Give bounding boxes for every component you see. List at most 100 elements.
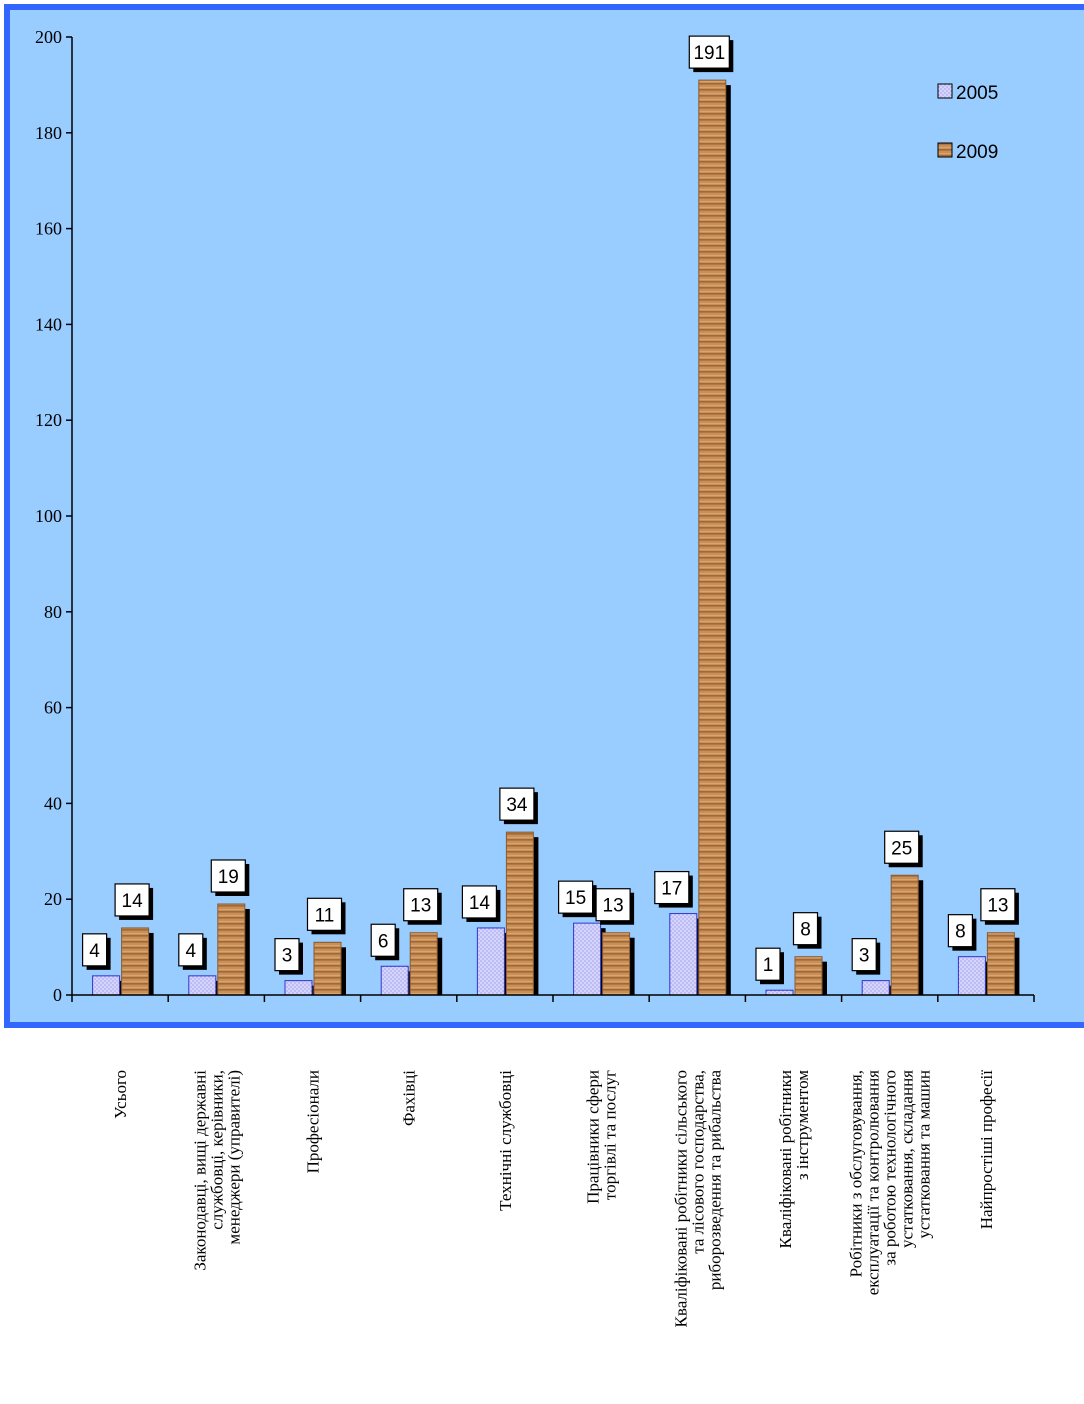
bar-2009-6: [698, 79, 727, 996]
y-tick-label: 140: [35, 314, 62, 334]
category-label-line: Робітники з обслуговування,: [847, 1070, 866, 1277]
data-label-2005-1: 4: [186, 941, 197, 962]
data-label-box: [557, 880, 594, 914]
plot-area: [10, 10, 1084, 1022]
category-label-line: устатковання та машин: [915, 1070, 934, 1239]
category-label-line: Законодавці, вищі державні: [190, 1070, 209, 1271]
legend: 2005 2009: [937, 83, 998, 163]
category-label-2: Професіонали: [304, 1070, 323, 1173]
data-label-box: [81, 933, 108, 967]
data-label-box: [370, 923, 396, 957]
category-label-line: Фахівці: [400, 1070, 419, 1126]
y-tick-label: 20: [44, 889, 62, 909]
category-label-9: Найпростіші професії: [977, 1070, 996, 1230]
data-label-2005-7: 1: [763, 955, 774, 976]
bar-2005-0: [92, 975, 121, 996]
data-label-box: [755, 947, 781, 981]
data-label-box: [688, 35, 730, 69]
data-label-box: [403, 888, 439, 922]
legend-label-2009: 2009: [956, 142, 998, 163]
bar-2005-9: [957, 956, 986, 996]
bar-2009-5: [602, 932, 631, 996]
data-label-box: [274, 938, 300, 972]
category-label-line: Технічні службовці: [496, 1070, 515, 1211]
data-label-box: [461, 885, 497, 919]
data-label-2005-5: 15: [565, 888, 586, 909]
data-label-box: [792, 912, 819, 946]
category-label-line: службовці, керівники,: [207, 1070, 226, 1230]
bar-2005-5: [573, 922, 602, 996]
data-label-2005-3: 6: [378, 931, 389, 952]
data-label-2009-5: 13: [603, 896, 624, 917]
y-tick-label: 200: [35, 27, 62, 47]
bar-2009-0: [121, 927, 150, 996]
category-label-line: Найпростіші професії: [977, 1070, 996, 1230]
data-label-2009-4: 34: [506, 795, 528, 816]
category-label-line: Усього: [111, 1070, 130, 1119]
category-label-line: експлуатації та контролювання: [864, 1070, 883, 1295]
y-tick-label: 0: [53, 985, 62, 1005]
data-label-2005-9: 8: [955, 922, 966, 943]
legend-label-2005: 2005: [956, 83, 998, 104]
data-label-box: [499, 787, 535, 821]
bar-2009-2: [313, 941, 342, 996]
bar-2009-4: [505, 831, 534, 996]
data-label-2009-9: 13: [987, 896, 1008, 917]
data-label-2009-1: 19: [218, 867, 239, 888]
bar-2005-6: [669, 913, 698, 996]
data-label-2005-6: 17: [661, 879, 682, 900]
data-label-box: [595, 888, 631, 922]
category-label-line: Кваліфіковані робітники: [776, 1070, 795, 1248]
y-tick-label: 180: [35, 123, 62, 143]
bar-2005-3: [380, 965, 409, 996]
category-label-8: Робітники з обслуговування,експлуатації …: [847, 1070, 934, 1295]
category-label-line: Працівники сфери: [584, 1070, 603, 1204]
data-label-box: [884, 830, 920, 864]
data-label-box: [114, 883, 150, 917]
data-label-2005-8: 3: [859, 946, 870, 967]
category-label-line: за роботою технологічного: [881, 1070, 900, 1266]
y-tick-label: 120: [35, 410, 62, 430]
category-label-line: та лісового господарства,: [688, 1070, 707, 1254]
legend-swatch-2009: [937, 142, 953, 158]
data-label-box: [178, 933, 204, 967]
data-label-2005-0: 4: [89, 941, 100, 962]
bar-2005-2: [284, 980, 313, 996]
data-label-2009-3: 13: [410, 896, 431, 917]
category-labels: Усього Законодавці, вищі державніслужбовц…: [111, 1070, 996, 1328]
data-label-2009-6: 191: [693, 43, 725, 64]
bars-layer: [92, 79, 1020, 996]
bar-2009-3: [409, 932, 438, 996]
data-label-2009-2: 11: [315, 905, 335, 926]
bar-2009-8: [890, 874, 919, 996]
data-label-2009-8: 25: [891, 838, 912, 859]
category-label-line: менеджери (управителі): [224, 1070, 243, 1245]
y-tick-label: 60: [44, 698, 62, 718]
bar-2005-1: [188, 975, 217, 996]
data-label-box: [654, 870, 690, 905]
category-label-line: Кваліфіковані робітники сільського: [671, 1070, 690, 1327]
data-label-2009-7: 8: [800, 920, 811, 941]
y-tick-label: 160: [35, 219, 62, 239]
category-label-line: устатковання, складання: [898, 1070, 917, 1248]
bar-2009-9: [986, 932, 1015, 996]
bar-2005-4: [476, 927, 505, 996]
data-label-box: [306, 897, 343, 931]
data-label-2005-4: 14: [469, 893, 491, 914]
data-label-box: [851, 938, 877, 972]
category-label-line: з інструментом: [793, 1070, 812, 1180]
category-label-line: Професіонали: [304, 1070, 323, 1173]
data-label-box: [980, 888, 1016, 922]
bar-2005-8: [861, 980, 890, 996]
y-tick-label: 100: [35, 506, 62, 526]
category-label-3: Фахівці: [400, 1070, 419, 1126]
y-tick-label: 40: [44, 793, 62, 813]
category-label-line: риборозведення та рибальства: [705, 1070, 724, 1291]
data-label-2005-2: 3: [282, 946, 293, 967]
